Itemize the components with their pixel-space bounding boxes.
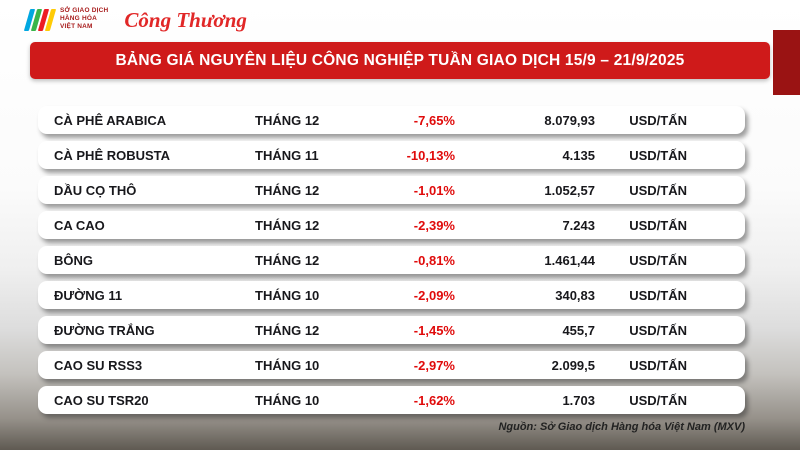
change-percent: -0,81% — [413, 252, 455, 268]
contract-month: THÁNG 10 — [255, 287, 320, 303]
price-value: 7.243 — [562, 217, 595, 233]
change-percent: -2,39% — [413, 217, 455, 233]
table-row: CA CAO THÁNG 12 -2,39% 7.243 USD/TẤN — [38, 211, 745, 239]
commodity-name: CAO SU RSS3 — [54, 357, 143, 373]
price-unit: USD/TẤN — [629, 252, 687, 268]
contract-month: THÁNG 12 — [255, 252, 320, 268]
change-percent: -10,13% — [406, 147, 455, 163]
price-unit: USD/TẤN — [629, 182, 687, 198]
change-percent: -1,62% — [413, 392, 455, 408]
contract-month: THÁNG 12 — [255, 322, 320, 338]
price-unit: USD/TẤN — [629, 357, 687, 373]
price-unit: USD/TẤN — [629, 322, 687, 338]
congthuong-logo: Công Thương — [124, 8, 247, 32]
change-percent: -1,01% — [413, 182, 455, 198]
title-banner: BẢNG GIÁ NGUYÊN LIỆU CÔNG NGHIỆP TUẦN GI… — [30, 42, 770, 79]
page-title: BẢNG GIÁ NGUYÊN LIỆU CÔNG NGHIỆP TUẦN GI… — [115, 51, 685, 69]
contract-month: THÁNG 10 — [255, 392, 320, 408]
commodity-name: ĐƯỜNG TRẮNG — [54, 322, 155, 338]
table-row: CAO SU TSR20 THÁNG 10 -1,62% 1.703 USD/TẤN — [38, 386, 745, 414]
banner-accent-bar — [773, 30, 800, 95]
mxv-logo-line: VIỆT NAM — [60, 23, 93, 31]
contract-month: THÁNG 12 — [255, 217, 320, 233]
table-row: CÀ PHÊ ARABICA THÁNG 12 -7,65% 8.079,93 USD/… — [38, 106, 745, 134]
change-percent: -2,09% — [413, 287, 455, 303]
contract-month: THÁNG 12 — [255, 182, 320, 198]
price-value: 4.135 — [562, 147, 595, 163]
price-value: 1.052,57 — [544, 182, 595, 198]
table-row: ĐƯỜNG 11 THÁNG 10 -2,09% 340,83 USD/TẤN — [38, 281, 745, 309]
source-note: Nguồn: Sở Giao dịch Hàng hóa Việt Nam (M… — [498, 421, 745, 433]
commodity-name: CAO SU TSR20 — [54, 392, 149, 408]
change-percent: -2,97% — [413, 357, 455, 373]
commodity-name: CÀ PHÊ ROBUSTA — [54, 147, 171, 163]
contract-month: THÁNG 10 — [255, 357, 320, 373]
header-logos: SỞ GIAO DỊCH HÀNG HÓA VIỆT NAM Công Thươ… — [0, 0, 800, 37]
price-unit: USD/TẤN — [629, 217, 687, 233]
table-row: CÀ PHÊ ROBUSTA THÁNG 11 -10,13% 4.135 USD/TẤ… — [38, 141, 745, 169]
commodity-name: DẦU CỌ THÔ — [54, 182, 137, 198]
price-unit: USD/TẤN — [629, 112, 687, 128]
table-row: CAO SU RSS3 THÁNG 10 -2,97% 2.099,5 USD/TẤN — [38, 351, 745, 379]
price-value: 8.079,93 — [544, 112, 595, 128]
commodity-name: CÀ PHÊ ARABICA — [54, 112, 167, 128]
price-table: CÀ PHÊ ARABICA THÁNG 12 -7,65% 8.079,93 USD/… — [38, 106, 745, 414]
contract-month: THÁNG 12 — [255, 112, 320, 128]
price-value: 1.461,44 — [544, 252, 595, 268]
price-unit: USD/TẤN — [629, 147, 687, 163]
commodity-name: BÔNG — [54, 252, 93, 268]
mxv-logo-text: SỞ GIAO DỊCH HÀNG HÓA VIỆT NAM — [60, 7, 108, 31]
mxv-logo: SỞ GIAO DỊCH HÀNG HÓA VIỆT NAM — [23, 7, 108, 31]
price-value: 1.703 — [562, 392, 595, 408]
price-unit: USD/TẤN — [629, 392, 687, 408]
price-value: 455,7 — [562, 322, 595, 338]
table-row: ĐƯỜNG TRẮNG THÁNG 12 -1,45% 455,7 USD/TẤN — [38, 316, 745, 344]
mxv-logo-line: SỞ GIAO DỊCH — [60, 7, 109, 14]
mxv-logo-line: HÀNG HÓA — [60, 15, 97, 23]
commodity-name: ĐƯỜNG 11 — [54, 287, 123, 303]
table-row: BÔNG THÁNG 12 -0,81% 1.461,44 USD/TẤN — [38, 246, 745, 274]
contract-month: THÁNG 11 — [255, 147, 319, 163]
price-unit: USD/TẤN — [629, 287, 687, 303]
change-percent: -7,65% — [413, 112, 455, 128]
table-row: DẦU CỌ THÔ THÁNG 12 -1,01% 1.052,57 USD/TẤN — [38, 176, 745, 204]
mxv-logo-icon — [23, 7, 57, 31]
change-percent: -1,45% — [413, 322, 455, 338]
price-value: 2.099,5 — [551, 357, 595, 373]
commodity-name: CA CAO — [54, 217, 105, 233]
price-value: 340,83 — [555, 287, 595, 303]
